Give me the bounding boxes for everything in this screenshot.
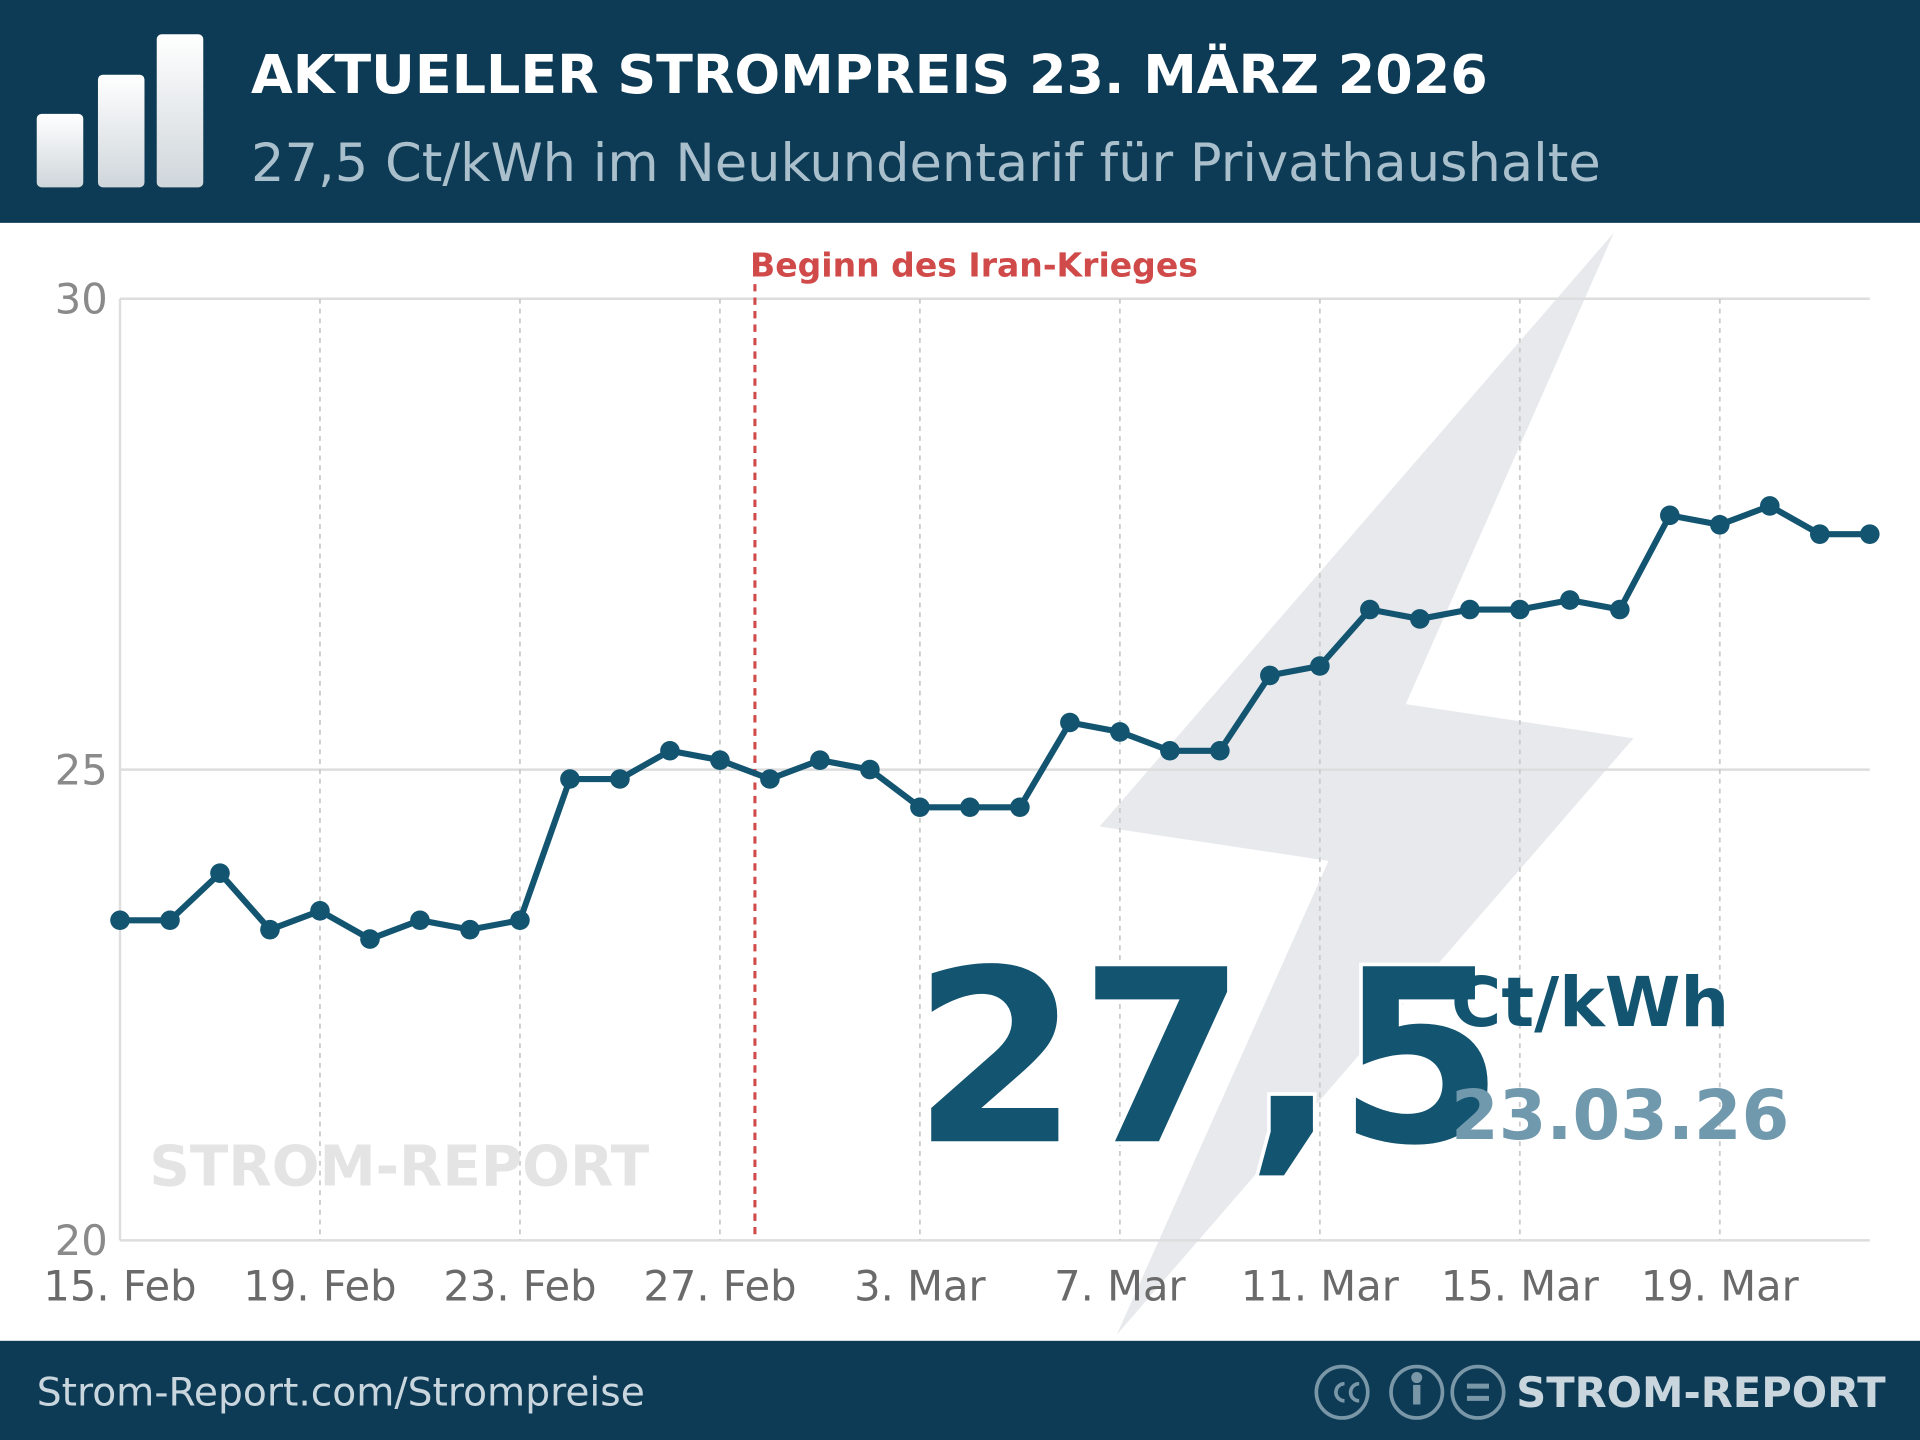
data-point [610, 769, 630, 789]
subtitle: 27,5 Ct/kWh im Neukundentarif für Privat… [251, 133, 1601, 194]
data-point [1310, 656, 1330, 676]
data-point [660, 740, 680, 761]
x-tick-label: 15. Mar [1441, 1261, 1600, 1310]
data-point [1560, 590, 1580, 610]
nd-icon [1450, 1364, 1506, 1420]
y-tick-label: 30 [55, 274, 108, 323]
event-label: Beginn des Iran-Krieges [750, 246, 1198, 285]
data-point [1510, 599, 1530, 620]
by-head [1411, 1372, 1423, 1384]
data-point [860, 759, 880, 780]
y-tick-label: 25 [55, 745, 108, 794]
data-point [1460, 599, 1480, 620]
data-point [410, 910, 430, 931]
footer-bar [0, 1340, 1920, 1440]
data-point [210, 863, 230, 883]
cc-icon [1314, 1364, 1370, 1420]
logo-bar [36, 113, 84, 188]
data-point [1810, 524, 1830, 544]
data-point [1710, 514, 1730, 535]
data-point [1610, 599, 1630, 620]
data-point [1260, 665, 1280, 686]
license-icons [1314, 1364, 1506, 1420]
data-point [1660, 505, 1680, 526]
watermark: STROM-REPORT [149, 1134, 649, 1199]
x-tick-label: 19. Mar [1641, 1261, 1800, 1310]
data-point [160, 910, 180, 931]
x-tick-label: 7. Mar [1054, 1261, 1186, 1310]
x-tick-label: 19. Feb [243, 1261, 396, 1310]
nd-mark [1466, 1383, 1489, 1401]
data-point [810, 750, 830, 770]
data-point [710, 750, 730, 770]
current-date: 23.03.26 [1451, 1076, 1789, 1156]
lightning-bolt [1099, 232, 1634, 1335]
plot-area: 20 25 30 15. Feb 19. Feb 23. Feb 27. Feb 3. Mar… [43, 246, 1880, 1310]
data-point [1010, 797, 1030, 818]
logo-bar [156, 34, 204, 188]
by-icon [1389, 1364, 1445, 1420]
current-unit: Ct/kWh [1451, 963, 1729, 1043]
data-point [260, 919, 280, 940]
title: AKTUELLER STROMPREIS 23. MÄRZ 2026 [251, 43, 1488, 106]
data-point [1410, 609, 1430, 629]
data-point [360, 929, 380, 949]
y-tick-label: 20 [55, 1216, 108, 1265]
data-point [910, 797, 930, 818]
header-bar [0, 0, 1920, 223]
data-point [510, 910, 530, 931]
logo [36, 34, 204, 188]
x-tick-label: 11. Mar [1241, 1261, 1400, 1310]
data-point [1760, 496, 1780, 516]
data-point [560, 769, 580, 789]
data-point [1160, 740, 1180, 761]
x-tick-label: 15. Feb [43, 1261, 196, 1310]
data-point [1360, 599, 1380, 620]
data-point [1060, 712, 1080, 733]
x-tick-label: 23. Feb [443, 1261, 596, 1310]
data-point [1110, 722, 1130, 742]
data-point [460, 919, 480, 940]
footer-brand: STROM-REPORT [1516, 1368, 1886, 1417]
data-point [760, 769, 780, 789]
data-point [110, 910, 130, 931]
data-point [1860, 524, 1880, 544]
x-tick-label: 3. Mar [854, 1261, 986, 1310]
current-value: 27,5 [912, 918, 1504, 1198]
x-tick-label: 27. Feb [643, 1261, 796, 1310]
data-point [960, 797, 980, 818]
data-point [1210, 740, 1230, 761]
data-point [310, 901, 330, 921]
footer-url: Strom-Report.com/Strompreise [37, 1371, 645, 1416]
logo-bar [97, 74, 145, 188]
cc-mark [1334, 1381, 1360, 1403]
